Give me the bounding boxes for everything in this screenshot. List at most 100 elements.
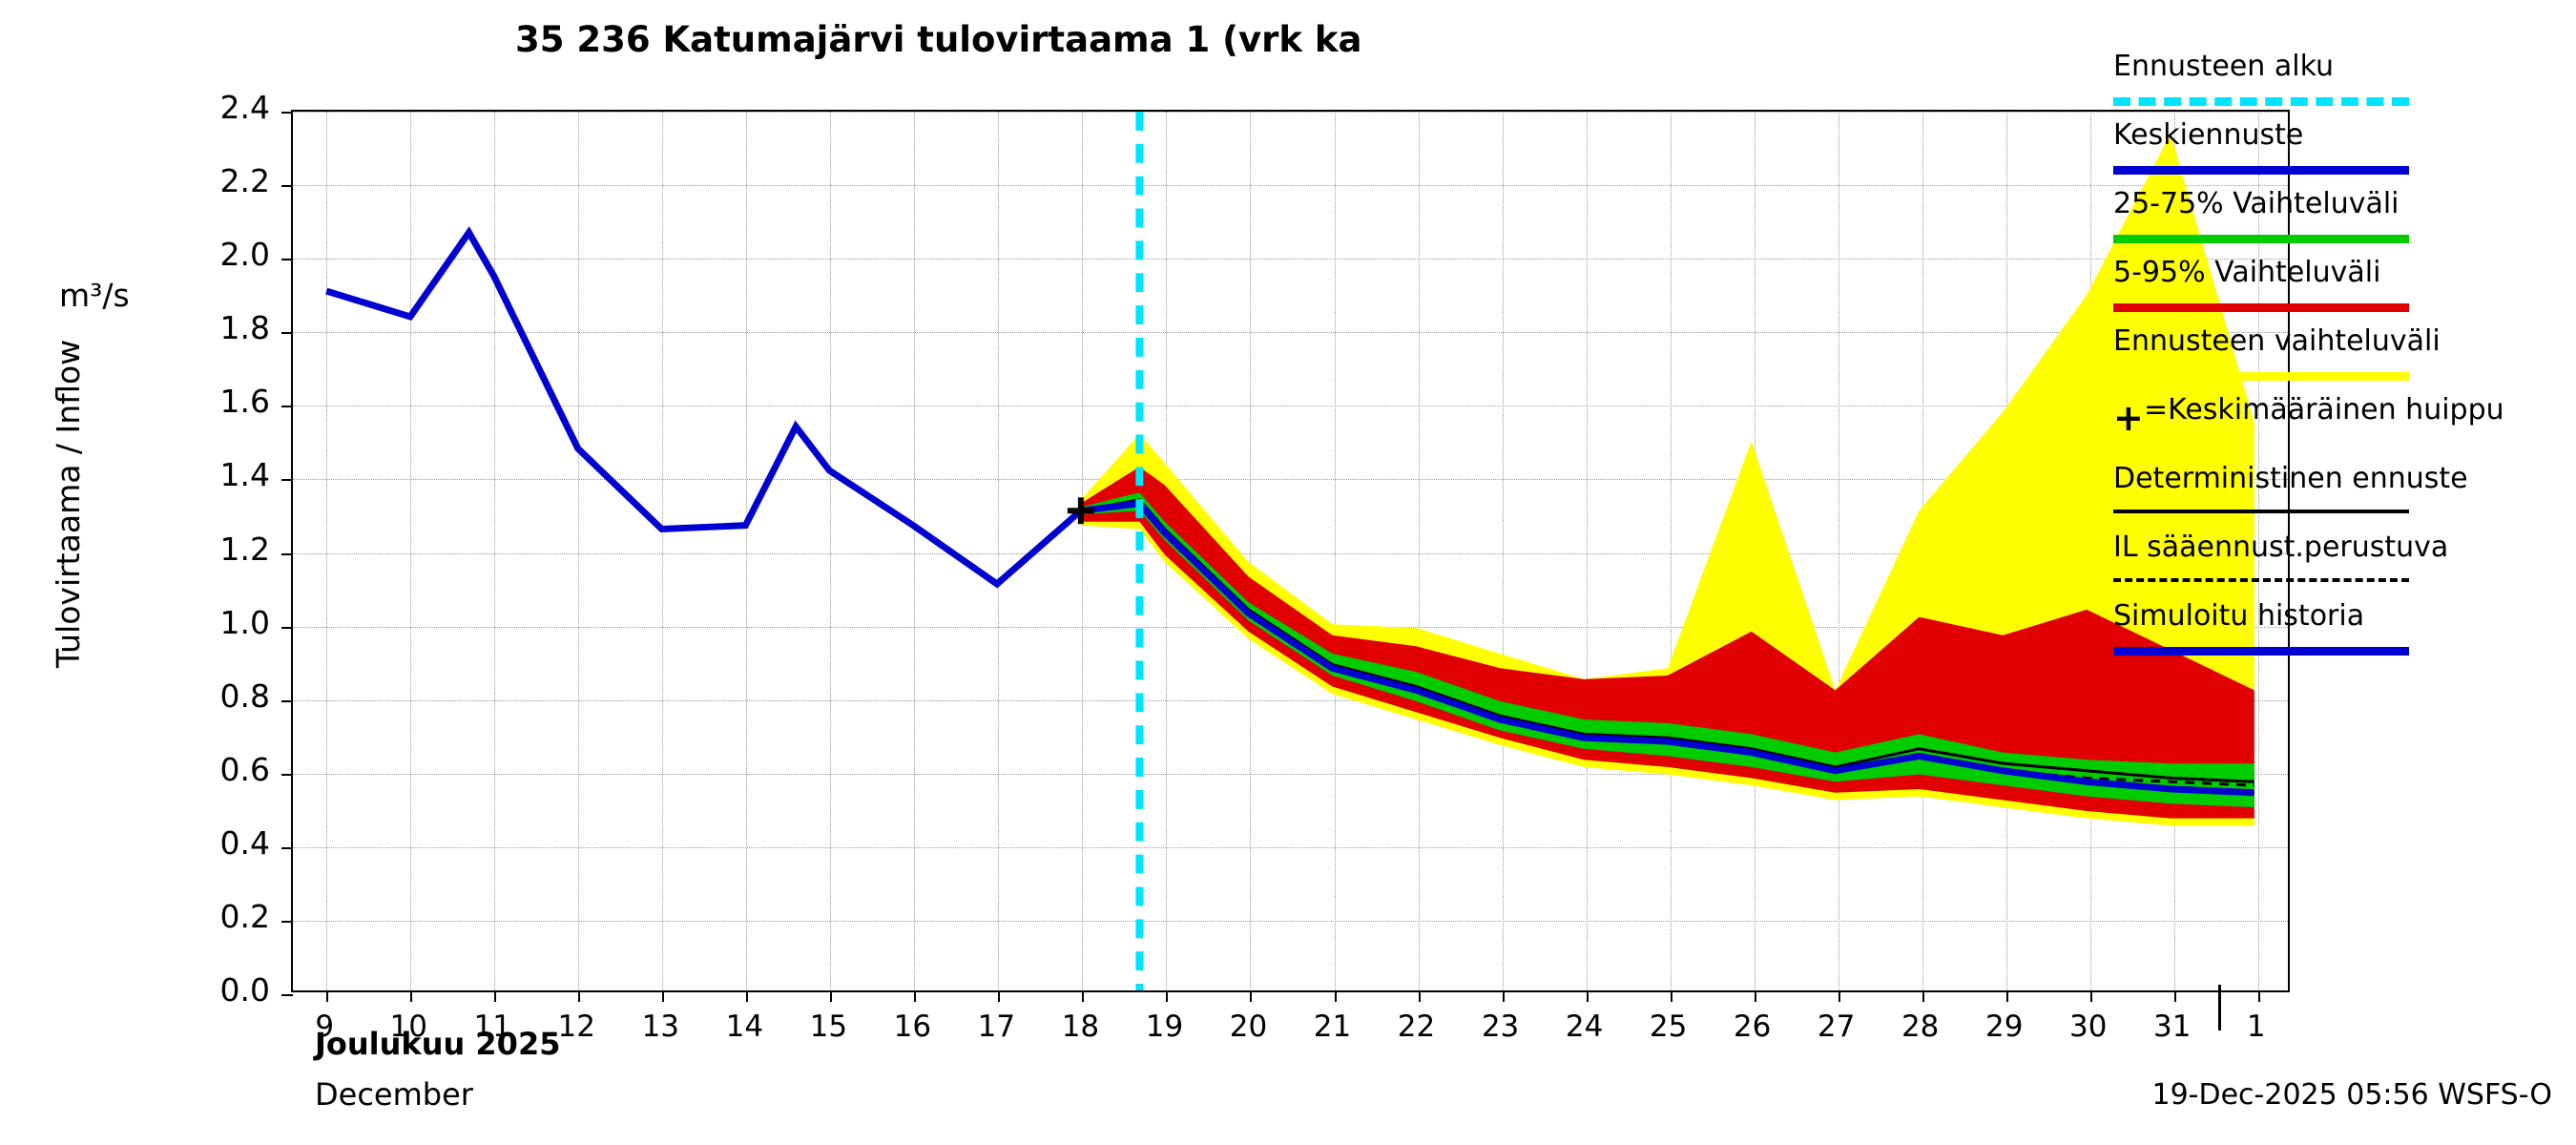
y-tick-mark — [281, 406, 293, 408]
y-tick-mark — [281, 552, 293, 555]
legend-label-1: Keskiennuste — [2113, 118, 2304, 152]
grid-line-vertical — [1082, 112, 1084, 990]
y-tick-mark — [281, 846, 293, 849]
x-tick-label: 26 — [1733, 1010, 1772, 1044]
x-tick-mark — [998, 990, 1001, 1002]
y-tick-mark — [281, 332, 293, 335]
x-tick-label: 27 — [1817, 1010, 1856, 1044]
grid-line-vertical — [1670, 112, 1672, 990]
y-tick-mark — [281, 185, 293, 188]
legend-swatch-3 — [2113, 303, 2409, 312]
legend-label-6: Deterministinen ennuste — [2113, 462, 2468, 495]
line-keskiennuste — [1080, 499, 2255, 797]
x-tick-label: 14 — [725, 1010, 764, 1044]
x-tick-mark — [410, 990, 413, 1002]
y-tick-label: 1.4 — [219, 456, 270, 494]
grid-line-vertical — [1418, 112, 1420, 990]
legend-label-3: 5-95% Vaihteluväli — [2113, 256, 2381, 289]
x-tick-label: 1 — [2246, 1010, 2266, 1044]
y-tick-label: 1.0 — [219, 603, 270, 641]
x-tick-label: 17 — [977, 1010, 1016, 1044]
legend-label-0: Ennusteen alku — [2113, 50, 2335, 83]
y-tick-mark — [281, 773, 293, 776]
x-tick-mark — [1334, 990, 1337, 1002]
x-tick-label: 11 — [473, 1010, 511, 1044]
grid-line-horizontal — [293, 920, 2288, 922]
y-tick-mark — [281, 994, 293, 996]
x-tick-label: 9 — [315, 1010, 335, 1044]
y-tick-label: 0.4 — [219, 823, 270, 862]
y-tick-label: 2.0 — [219, 236, 270, 274]
grid-line-vertical — [830, 112, 832, 990]
x-tick-label: 21 — [1313, 1010, 1352, 1044]
grid-line-horizontal — [293, 112, 2288, 113]
grid-line-vertical — [1250, 112, 1252, 990]
x-tick-mark — [1922, 990, 1924, 1002]
legend-swatch-6 — [2113, 510, 2409, 513]
x-tick-mark — [1502, 990, 1505, 1002]
x-tick-label: 10 — [389, 1010, 427, 1044]
grid-line-horizontal — [293, 846, 2288, 848]
grid-line-vertical — [914, 112, 916, 990]
x-tick-label: 13 — [641, 1010, 680, 1044]
legend-swatch-0 — [2113, 97, 2409, 106]
chart-title: 35 236 Katumajärvi tulovirtaama 1 (vrk k… — [515, 19, 1362, 60]
line-simuloitu-historia — [325, 226, 1084, 589]
x-tick-mark — [2005, 990, 2008, 1002]
x-tick-label: 15 — [809, 1010, 848, 1044]
month-boundary-tick — [2218, 985, 2222, 1030]
legend-swatch-4 — [2113, 372, 2409, 381]
chart-canvas — [325, 112, 2255, 990]
x-tick-label: 24 — [1565, 1010, 1604, 1044]
y-tick-mark — [281, 920, 293, 923]
x-tick-mark — [914, 990, 917, 1002]
x-tick-label: 23 — [1481, 1010, 1520, 1044]
x-tick-mark — [326, 990, 329, 1002]
x-tick-mark — [1586, 990, 1589, 1002]
y-tick-mark — [281, 112, 293, 114]
grid-line-horizontal — [293, 185, 2288, 187]
grid-line-vertical — [1334, 112, 1336, 990]
y-tick-label: 1.2 — [219, 530, 270, 568]
y-tick-mark — [281, 259, 293, 261]
y-tick-label: 1.8 — [219, 309, 270, 347]
grid-line-horizontal — [293, 699, 2288, 701]
grid-line-vertical — [2257, 112, 2259, 990]
legend-marker-plus-icon: + — [2113, 397, 2144, 439]
y-tick-label: 1.6 — [219, 383, 270, 421]
grid-line-vertical — [746, 112, 748, 990]
grid-line-horizontal — [293, 259, 2288, 260]
y-tick-label: 0.6 — [219, 750, 270, 788]
footer-timestamp: 19-Dec-2025 05:56 WSFS-O — [2151, 1078, 2552, 1112]
x-tick-mark — [1250, 990, 1253, 1002]
legend-label-4: Ennusteen vaihteluväli — [2113, 324, 2441, 358]
grid-line-horizontal — [293, 773, 2288, 775]
grid-line-horizontal — [293, 479, 2288, 481]
x-axis-month-fi: Joulukuu 2025 — [315, 1026, 561, 1062]
grid-line-vertical — [1586, 112, 1588, 990]
band-5-95-vaihteluv-li — [1080, 467, 2254, 819]
plot-area — [281, 110, 2290, 1002]
x-tick-mark — [2173, 990, 2176, 1002]
y-tick-label: 0.8 — [219, 677, 270, 715]
x-tick-label: 20 — [1229, 1010, 1268, 1044]
grid-line-horizontal — [293, 552, 2288, 554]
y-axis-unit: m³/s — [59, 277, 130, 314]
x-tick-label: 19 — [1145, 1010, 1184, 1044]
x-tick-mark — [746, 990, 749, 1002]
y-tick-mark — [281, 699, 293, 702]
y-tick-label: 2.2 — [219, 162, 270, 200]
x-tick-label: 22 — [1397, 1010, 1436, 1044]
x-tick-label: 16 — [893, 1010, 932, 1044]
x-tick-mark — [662, 990, 665, 1002]
legend-label-8: Simuloitu historia — [2113, 599, 2365, 633]
legend-label-2: 25-75% Vaihteluväli — [2113, 187, 2399, 220]
grid-line-vertical — [1502, 112, 1504, 990]
y-tick-label: 0.0 — [219, 971, 270, 1009]
grid-line-vertical — [998, 112, 1000, 990]
legend-swatch-1 — [2113, 166, 2409, 175]
x-tick-label: 18 — [1061, 1010, 1100, 1044]
x-tick-mark — [1754, 990, 1756, 1002]
x-tick-mark — [1838, 990, 1840, 1002]
grid-line-vertical — [494, 112, 496, 990]
